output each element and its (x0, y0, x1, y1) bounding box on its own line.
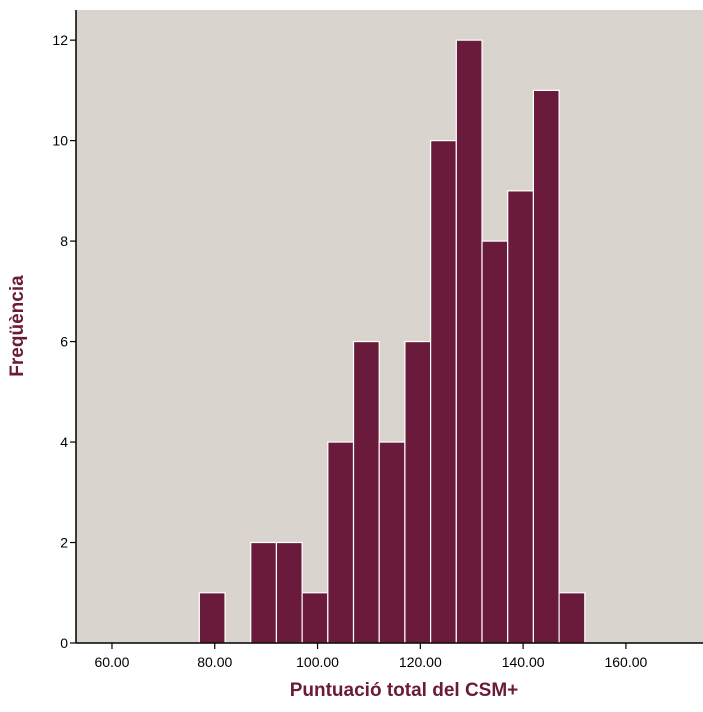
histogram-bar-7 (404, 340, 432, 644)
y-tick-label-2: 4 (60, 434, 68, 450)
histogram-bar-13 (558, 592, 586, 644)
histogram-bar-3 (301, 592, 329, 644)
histogram-bar-12 (532, 89, 560, 644)
y-axis-title: Freqüència (7, 275, 28, 377)
histogram-bar-2 (275, 541, 303, 644)
histogram-bar-10 (481, 240, 509, 644)
x-tick-label-4: 140.00 (502, 654, 545, 670)
y-tick-label-1: 2 (60, 535, 68, 551)
bars-group (198, 39, 586, 644)
histogram-bar-1 (250, 541, 278, 644)
y-tick-label-3: 6 (60, 334, 68, 350)
x-tick-label-3: 120.00 (399, 654, 442, 670)
histogram-bar-4 (327, 441, 355, 644)
x-tick-label-1: 80.00 (197, 654, 232, 670)
y-tick-label-5: 10 (52, 133, 68, 149)
y-tick-label-0: 0 (60, 635, 68, 651)
histogram-bar-5 (352, 340, 380, 644)
x-tick-label-2: 100.00 (296, 654, 339, 670)
x-ticks-group: 60.00 80.00 100.00 120.00 140.00 160.00 (94, 643, 648, 670)
x-tick-label-0: 60.00 (94, 654, 129, 670)
x-tick-label-5: 160.00 (604, 654, 647, 670)
x-axis-title: Puntuació total del CSM+ (289, 680, 519, 701)
histogram-bar-6 (378, 441, 406, 644)
histogram-bar-11 (507, 190, 535, 644)
histogram-bar-0 (198, 592, 226, 644)
y-tick-label-6: 12 (52, 32, 68, 48)
y-tick-label-4: 8 (60, 233, 68, 249)
histogram-bar-8 (430, 140, 457, 644)
histogram-bar-9 (455, 39, 483, 644)
y-ticks-group: 0 2 4 6 8 10 12 (52, 32, 76, 651)
